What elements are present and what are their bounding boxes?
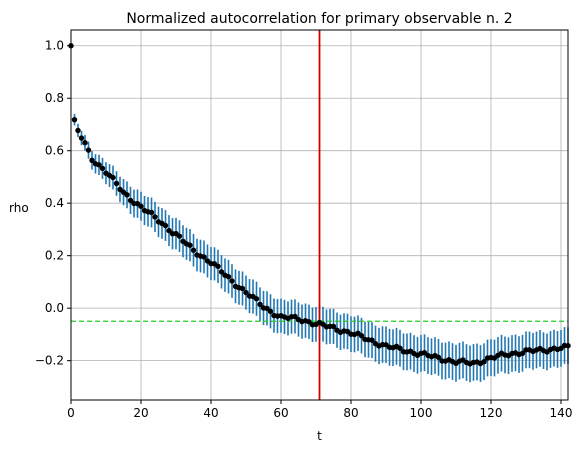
x-tick-label: 140 <box>550 406 573 420</box>
x-axis-label: t <box>317 429 322 443</box>
data-point <box>138 204 143 209</box>
data-point <box>72 117 77 122</box>
data-point <box>110 175 115 180</box>
data-point <box>226 274 231 279</box>
data-point <box>163 223 168 228</box>
data-point <box>191 247 196 252</box>
y-tick-label: 0.8 <box>45 91 64 105</box>
data-point <box>100 166 105 171</box>
data-point <box>215 264 220 269</box>
data-point <box>114 181 119 186</box>
y-tick-label: 1.0 <box>45 39 64 53</box>
chart-title: Normalized autocorrelation for primary o… <box>126 11 512 27</box>
x-tick-label: 40 <box>203 406 218 420</box>
data-point <box>124 192 129 197</box>
data-point <box>75 128 80 133</box>
y-tick-label: −0.2 <box>35 354 64 368</box>
data-point <box>187 243 192 248</box>
data-point <box>240 286 245 291</box>
x-tick-label: 20 <box>133 406 148 420</box>
x-tick-label: 0 <box>67 406 75 420</box>
data-point <box>149 210 154 215</box>
y-tick-label: 0.6 <box>45 144 64 158</box>
y-tick-label: 0.0 <box>45 301 64 315</box>
data-point <box>79 135 84 140</box>
data-point <box>268 309 273 314</box>
y-axis-label: rho <box>9 201 29 215</box>
axis-ticks: 0 20 40 60 80 100 120 140 −0.2 0.0 0.2 0.4 0.6 0.8 1.0 <box>35 39 573 420</box>
x-tick-label: 60 <box>273 406 288 420</box>
y-tick-label: 0.4 <box>45 196 64 210</box>
data-point <box>86 147 91 152</box>
data-point <box>152 214 157 219</box>
data-point <box>82 140 87 145</box>
x-tick-label: 120 <box>480 406 503 420</box>
x-tick-label: 80 <box>343 406 358 420</box>
plot-marks <box>68 30 570 400</box>
y-tick-label: 0.2 <box>45 249 64 263</box>
data-point <box>177 233 182 238</box>
data-point <box>254 296 259 301</box>
x-tick-label: 100 <box>410 406 433 420</box>
data-point <box>229 278 234 283</box>
